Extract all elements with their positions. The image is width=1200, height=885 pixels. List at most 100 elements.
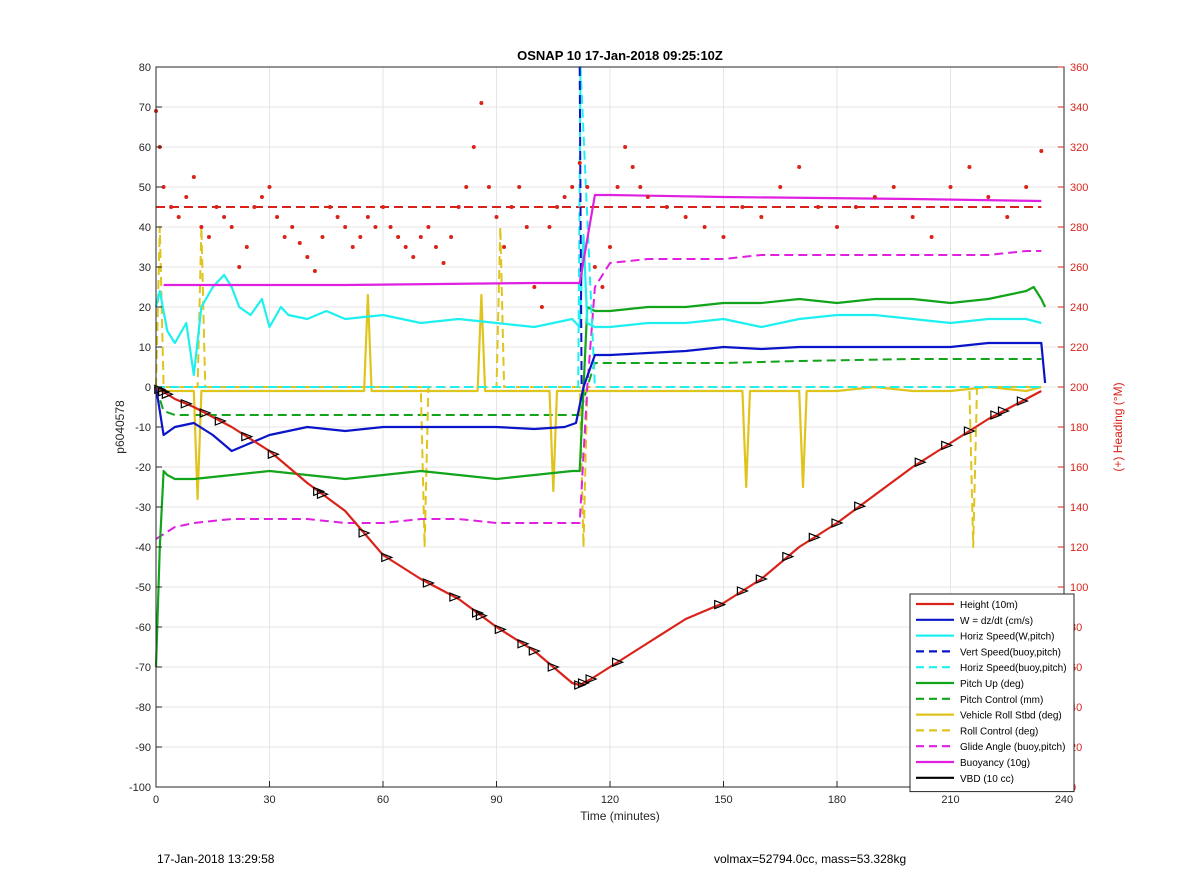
heading-point <box>608 245 612 249</box>
heading-point <box>967 165 972 169</box>
y-tick-label-left: 10 <box>139 342 151 354</box>
marker-point <box>494 624 507 635</box>
marker-point <box>1016 396 1029 406</box>
axes: 0 30 60 90 120 150 180 210 24080706050403020100-… <box>129 62 1088 806</box>
marker-point <box>199 408 212 418</box>
heading-point <box>381 205 385 209</box>
heading-point <box>441 261 446 265</box>
legend-label-roll-control-deg: Roll Control (deg) <box>960 726 1038 737</box>
heading-point <box>237 265 242 269</box>
heading-point <box>702 225 707 229</box>
heading-point <box>547 225 552 229</box>
y-tick-label-right: 260 <box>1070 262 1088 274</box>
marker-point <box>517 638 530 649</box>
marker-point <box>714 599 727 610</box>
marker-point <box>241 431 254 442</box>
heading-point <box>740 205 745 209</box>
marker-point <box>267 449 280 460</box>
heading-point <box>797 165 802 169</box>
heading-point <box>456 205 461 209</box>
marker-point <box>422 578 436 588</box>
marker-point <box>381 552 394 563</box>
heading-point <box>1005 215 1010 219</box>
legend-label-pitch-up-deg: Pitch Up (deg) <box>960 679 1024 690</box>
y-tick-label-left: -20 <box>135 462 151 474</box>
heading-point <box>816 205 821 209</box>
marker-point <box>471 608 485 618</box>
marker-point <box>316 489 330 500</box>
y-tick-label-left: -90 <box>135 742 151 754</box>
marker-point <box>914 457 927 468</box>
y-axis-label-left: p6040578 <box>113 400 127 454</box>
heading-point <box>343 225 348 229</box>
legend-label-buoyancy-10g: Buoyancy (10g) <box>960 758 1030 769</box>
heading-point <box>623 145 628 149</box>
y-tick-label-left: -70 <box>135 662 151 674</box>
y-tick-label-left: -80 <box>135 702 151 714</box>
heading-point <box>365 215 370 219</box>
heading-point <box>191 175 196 179</box>
y-tick-label-right: 120 <box>1070 542 1088 554</box>
y-tick-label-left: 20 <box>139 302 151 314</box>
heading-point <box>433 245 438 249</box>
heading-point <box>259 195 264 199</box>
plot-series <box>154 66 1047 690</box>
heading-point <box>562 195 567 199</box>
y-tick-label-right: 300 <box>1070 182 1088 194</box>
heading-point <box>449 235 454 239</box>
heading-point <box>853 205 858 209</box>
x-tick-label: 240 <box>1055 794 1073 806</box>
heading-point <box>592 265 597 269</box>
marker-point <box>782 551 795 562</box>
marker-point <box>831 518 844 528</box>
marker-point <box>214 416 227 426</box>
marker-point <box>736 586 750 596</box>
y-tick-label-right: 100 <box>1070 582 1088 594</box>
heading-point <box>555 205 560 209</box>
heading-point <box>418 235 423 239</box>
y-tick-label-left: 30 <box>139 262 151 274</box>
legend-label-pitch-control-mm: Pitch Control (mm) <box>960 695 1043 706</box>
y-tick-label-right: 160 <box>1070 462 1088 474</box>
heading-point <box>615 185 620 189</box>
marker-point <box>475 610 488 621</box>
series-line-horiz-speed-w-pitch <box>154 233 1042 377</box>
marker-point <box>577 678 591 688</box>
y-tick-label-right: 240 <box>1070 302 1088 314</box>
y-tick-label-right: 320 <box>1070 142 1088 154</box>
heading-point <box>335 215 340 219</box>
x-tick-label: 30 <box>263 794 275 806</box>
heading-point <box>600 285 605 289</box>
heading-point <box>524 225 529 229</box>
heading-point <box>358 235 363 239</box>
heading-point <box>184 195 189 199</box>
marker-point <box>755 574 768 584</box>
legend-label-vert-speed-buoy-pitch: Vert Speed(buoy,pitch) <box>960 647 1061 658</box>
heading-point <box>403 245 408 249</box>
heading-point <box>312 269 317 273</box>
y-tick-label-left: -50 <box>135 582 151 594</box>
x-tick-label: 0 <box>153 794 159 806</box>
y-tick-label-left: 0 <box>145 382 151 394</box>
y-tick-label-right: 280 <box>1070 222 1088 234</box>
series-line-height-10m <box>155 386 1042 687</box>
heading-point <box>244 245 249 249</box>
heading-point <box>222 215 227 219</box>
heading-point <box>683 215 688 219</box>
x-axis-label: Time (minutes) <box>580 809 660 823</box>
legend-label-height-10m: Height (10m) <box>960 600 1018 611</box>
heading-point <box>479 101 484 105</box>
heading-point <box>721 235 726 239</box>
heading-point <box>252 205 257 209</box>
x-tick-label: 180 <box>828 794 846 806</box>
footer-timestamp: 17-Jan-2018 13:29:58 <box>157 852 275 866</box>
heading-point <box>169 205 174 209</box>
legend-label-horiz-speed-buoy-pitch: Horiz Speed(buoy,pitch) <box>960 663 1067 674</box>
heading-point <box>373 225 378 229</box>
heading-point <box>778 185 783 189</box>
heading-point <box>290 225 295 229</box>
heading-point <box>161 185 166 189</box>
heading-point <box>835 225 839 229</box>
heading-point <box>494 215 499 219</box>
